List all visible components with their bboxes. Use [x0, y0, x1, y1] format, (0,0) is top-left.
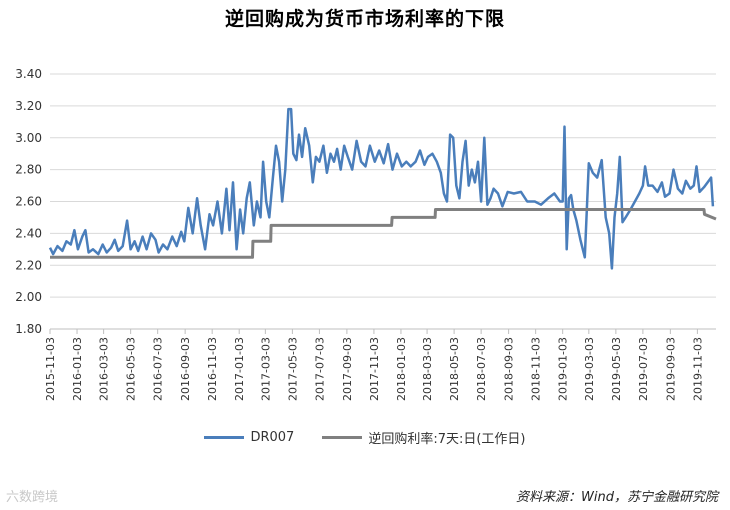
x-tick-label: 2016-01-03 — [71, 337, 84, 401]
source-note: 资料来源：Wind，苏宁金融研究院 — [516, 490, 718, 505]
legend-swatch-reverse-repo — [322, 436, 363, 439]
x-tick-label: 2016-07-03 — [152, 337, 165, 401]
x-tick-label: 2017-07-03 — [313, 337, 326, 401]
watermark: 六数跨境 — [6, 490, 59, 505]
x-tick-label: 2018-05-03 — [448, 337, 461, 401]
x-tick-label: 2018-03-03 — [421, 337, 434, 401]
x-tick-label: 2016-03-03 — [98, 337, 111, 401]
x-tick-label: 2019-07-03 — [637, 337, 650, 401]
y-tick-label: 3.00 — [15, 131, 42, 145]
y-tick-label: 2.20 — [15, 258, 42, 272]
gridlines — [50, 73, 716, 298]
x-tick-label: 2017-09-03 — [341, 337, 354, 401]
x-tick-label: 2018-07-03 — [475, 337, 488, 401]
legend-label-dr007: DR007 — [250, 430, 295, 445]
chart-title: 逆回购成为货币市场利率的下限 — [224, 8, 505, 30]
y-tick-label: 3.40 — [15, 67, 42, 81]
y-tick-label: 2.60 — [15, 195, 42, 209]
y-axis-ticks: 1.80 2.00 2.20 2.40 2.60 2.80 3.00 3.20 3.40 — [15, 67, 42, 336]
y-tick-label: 3.20 — [15, 99, 42, 113]
x-tick-label: 2018-09-03 — [503, 337, 516, 401]
x-tick-label: 2019-05-03 — [610, 337, 623, 401]
x-tick-label: 2019-01-03 — [557, 337, 570, 401]
legend: DR007 逆回购利率:7天:日(工作日) — [0, 428, 730, 447]
series-line-reverse-repo — [50, 208, 717, 259]
x-tick-label: 2016-11-03 — [206, 337, 219, 401]
legend-label-reverse-repo: 逆回购利率:7天:日(工作日) — [368, 432, 526, 447]
x-tick-label: 2017-01-03 — [233, 337, 246, 401]
legend-item-reverse-repo: 逆回购利率:7天:日(工作日) — [322, 428, 526, 447]
series-line-dr007 — [48, 107, 715, 270]
x-axis: 2015-11-03 2016-01-03 2016-03-03 2016-05-03… — [44, 328, 716, 401]
x-tick-label: 2019-11-03 — [691, 337, 704, 401]
x-tick-label: 2016-09-03 — [179, 337, 192, 401]
legend-item-dr007: DR007 — [204, 430, 294, 445]
x-tick-label: 2019-09-03 — [664, 337, 677, 401]
x-tick-label: 2018-11-03 — [530, 337, 543, 401]
y-tick-label: 2.00 — [15, 290, 42, 304]
x-tick-label: 2015-11-03 — [44, 337, 57, 401]
y-tick-label: 2.40 — [15, 226, 42, 240]
x-tick-label: 2017-03-03 — [259, 337, 272, 401]
x-tick-label: 2017-11-03 — [368, 337, 381, 401]
x-tick-label: 2019-03-03 — [583, 337, 596, 401]
y-tick-label: 1.80 — [15, 322, 42, 336]
x-tick-label: 2017-05-03 — [286, 337, 299, 401]
legend-swatch-dr007 — [204, 436, 245, 439]
series-lines — [48, 107, 717, 270]
y-tick-label: 2.80 — [15, 163, 42, 177]
x-tick-label: 2018-01-03 — [395, 337, 408, 401]
x-tick-label: 2016-05-03 — [125, 337, 138, 401]
